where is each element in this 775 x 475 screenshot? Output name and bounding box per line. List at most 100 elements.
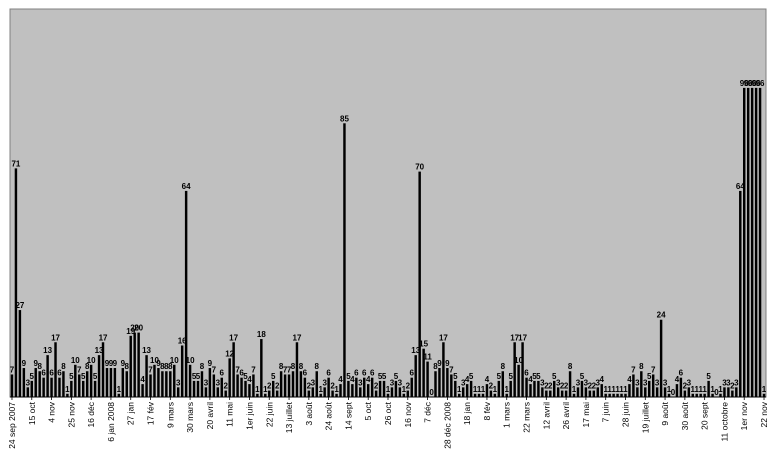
data-label: 1 bbox=[255, 385, 260, 394]
x-tick-label: 16 nov bbox=[403, 401, 413, 427]
data-label: 4 bbox=[627, 375, 632, 384]
data-label: 3 bbox=[734, 378, 739, 387]
data-label: 2 bbox=[330, 382, 335, 391]
x-tick-label: 15 oct bbox=[27, 401, 37, 425]
bar bbox=[521, 342, 524, 397]
bar bbox=[505, 393, 508, 397]
data-label: 5 bbox=[508, 372, 513, 381]
bar bbox=[248, 384, 251, 397]
data-label: 3 bbox=[461, 378, 466, 387]
x-tick-label: 14 sept bbox=[343, 401, 353, 430]
data-label: 10 bbox=[71, 356, 80, 365]
data-label: 17 bbox=[99, 333, 108, 342]
bar bbox=[30, 380, 33, 397]
bar bbox=[22, 368, 26, 397]
data-label: 3 bbox=[722, 378, 727, 387]
x-tick-label: 22 juin bbox=[264, 402, 274, 427]
data-label: 17 bbox=[439, 333, 448, 342]
bar bbox=[264, 393, 267, 397]
data-label: 8 bbox=[125, 362, 130, 371]
x-tick-label: 1 mars bbox=[502, 402, 512, 428]
bar bbox=[620, 393, 623, 397]
data-label: 2 bbox=[564, 382, 569, 391]
x-tick-label: 30 août bbox=[680, 401, 690, 430]
bar bbox=[232, 342, 235, 397]
bar bbox=[129, 335, 132, 397]
bar bbox=[390, 387, 394, 397]
data-label: 2 bbox=[275, 382, 280, 391]
bar bbox=[145, 355, 148, 397]
bar bbox=[279, 371, 283, 397]
bar bbox=[529, 384, 532, 397]
data-label: 5 bbox=[469, 372, 474, 381]
data-label: 4 bbox=[600, 375, 605, 384]
x-tick-label: 26 avril bbox=[561, 402, 571, 430]
data-label: 13 bbox=[411, 346, 420, 355]
data-label: 1 bbox=[607, 385, 612, 394]
data-label: 8 bbox=[299, 362, 304, 371]
data-label: 64 bbox=[182, 182, 191, 191]
bar bbox=[568, 371, 572, 397]
data-label: 7 bbox=[251, 365, 256, 374]
data-label: 2 bbox=[267, 382, 272, 391]
data-label: 96 bbox=[752, 79, 761, 88]
bar bbox=[533, 380, 536, 397]
bar bbox=[600, 384, 603, 397]
bar bbox=[731, 390, 734, 397]
bar bbox=[374, 390, 378, 397]
bar bbox=[82, 380, 85, 397]
bar bbox=[291, 371, 295, 397]
data-label: 20 bbox=[134, 324, 143, 333]
bar bbox=[517, 364, 520, 397]
data-label: 1 bbox=[457, 385, 462, 394]
bar bbox=[418, 171, 421, 397]
bar bbox=[659, 319, 663, 397]
bar bbox=[679, 377, 683, 397]
bar bbox=[545, 390, 548, 397]
bar bbox=[74, 364, 77, 397]
bar bbox=[699, 393, 702, 397]
data-label: 3 bbox=[540, 378, 545, 387]
data-label: 1 bbox=[65, 385, 70, 394]
x-tick-label: 5 oct bbox=[363, 401, 373, 420]
data-label: 2 bbox=[548, 382, 553, 391]
bar bbox=[10, 374, 14, 397]
bar bbox=[303, 377, 307, 397]
x-tick-label: 17 fév bbox=[146, 401, 156, 425]
x-tick-label: 16 déc bbox=[86, 401, 96, 427]
bar bbox=[687, 387, 691, 397]
bar bbox=[624, 393, 627, 397]
bar bbox=[414, 355, 417, 397]
bar bbox=[117, 393, 121, 397]
bar bbox=[667, 393, 671, 397]
x-tick-label: 30 mars bbox=[185, 402, 195, 433]
bar bbox=[85, 371, 89, 397]
bar bbox=[343, 123, 346, 398]
bar bbox=[454, 380, 457, 397]
bar bbox=[192, 380, 196, 397]
data-label: 17 bbox=[518, 333, 527, 342]
bar bbox=[754, 87, 758, 397]
data-label: 9 bbox=[437, 359, 442, 368]
data-label: 1 bbox=[572, 385, 577, 394]
x-tick-label: 12 avril bbox=[541, 402, 551, 430]
data-label: 9 bbox=[22, 359, 27, 368]
x-tick-label: 22 nov bbox=[759, 401, 769, 427]
data-label: 5 bbox=[536, 372, 541, 381]
bar bbox=[46, 355, 49, 397]
bar bbox=[141, 384, 144, 397]
bar bbox=[382, 380, 386, 397]
data-label: 0 bbox=[671, 388, 676, 397]
data-label: 8 bbox=[639, 362, 644, 371]
bar bbox=[161, 371, 164, 397]
data-label: 24 bbox=[657, 311, 666, 320]
bar bbox=[260, 339, 263, 397]
bar bbox=[42, 377, 45, 397]
data-label: 96 bbox=[748, 79, 757, 88]
data-label: 1 bbox=[477, 385, 482, 394]
bar bbox=[240, 377, 243, 397]
bar bbox=[331, 390, 334, 397]
bar bbox=[442, 342, 445, 397]
bar bbox=[283, 374, 287, 397]
data-label: 1 bbox=[623, 385, 628, 394]
